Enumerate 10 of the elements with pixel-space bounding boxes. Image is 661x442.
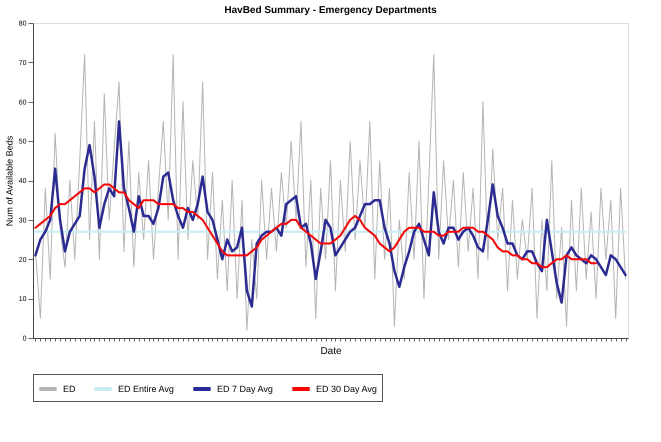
line-series bbox=[34, 183, 598, 268]
chart-title: HavBed Summary - Emergency Departments bbox=[224, 5, 438, 16]
y-axis-title: Num of Available Beds bbox=[4, 135, 15, 226]
legend-label: ED bbox=[63, 384, 76, 394]
legend-label: ED 7 Day Avg bbox=[217, 384, 273, 394]
legend-label: ED 30 Day Avg bbox=[316, 384, 377, 394]
line-series bbox=[34, 120, 627, 308]
line-series bbox=[34, 54, 626, 331]
x-axis-title: Date bbox=[320, 346, 342, 357]
legend-label: ED Entire Avg bbox=[118, 384, 174, 394]
